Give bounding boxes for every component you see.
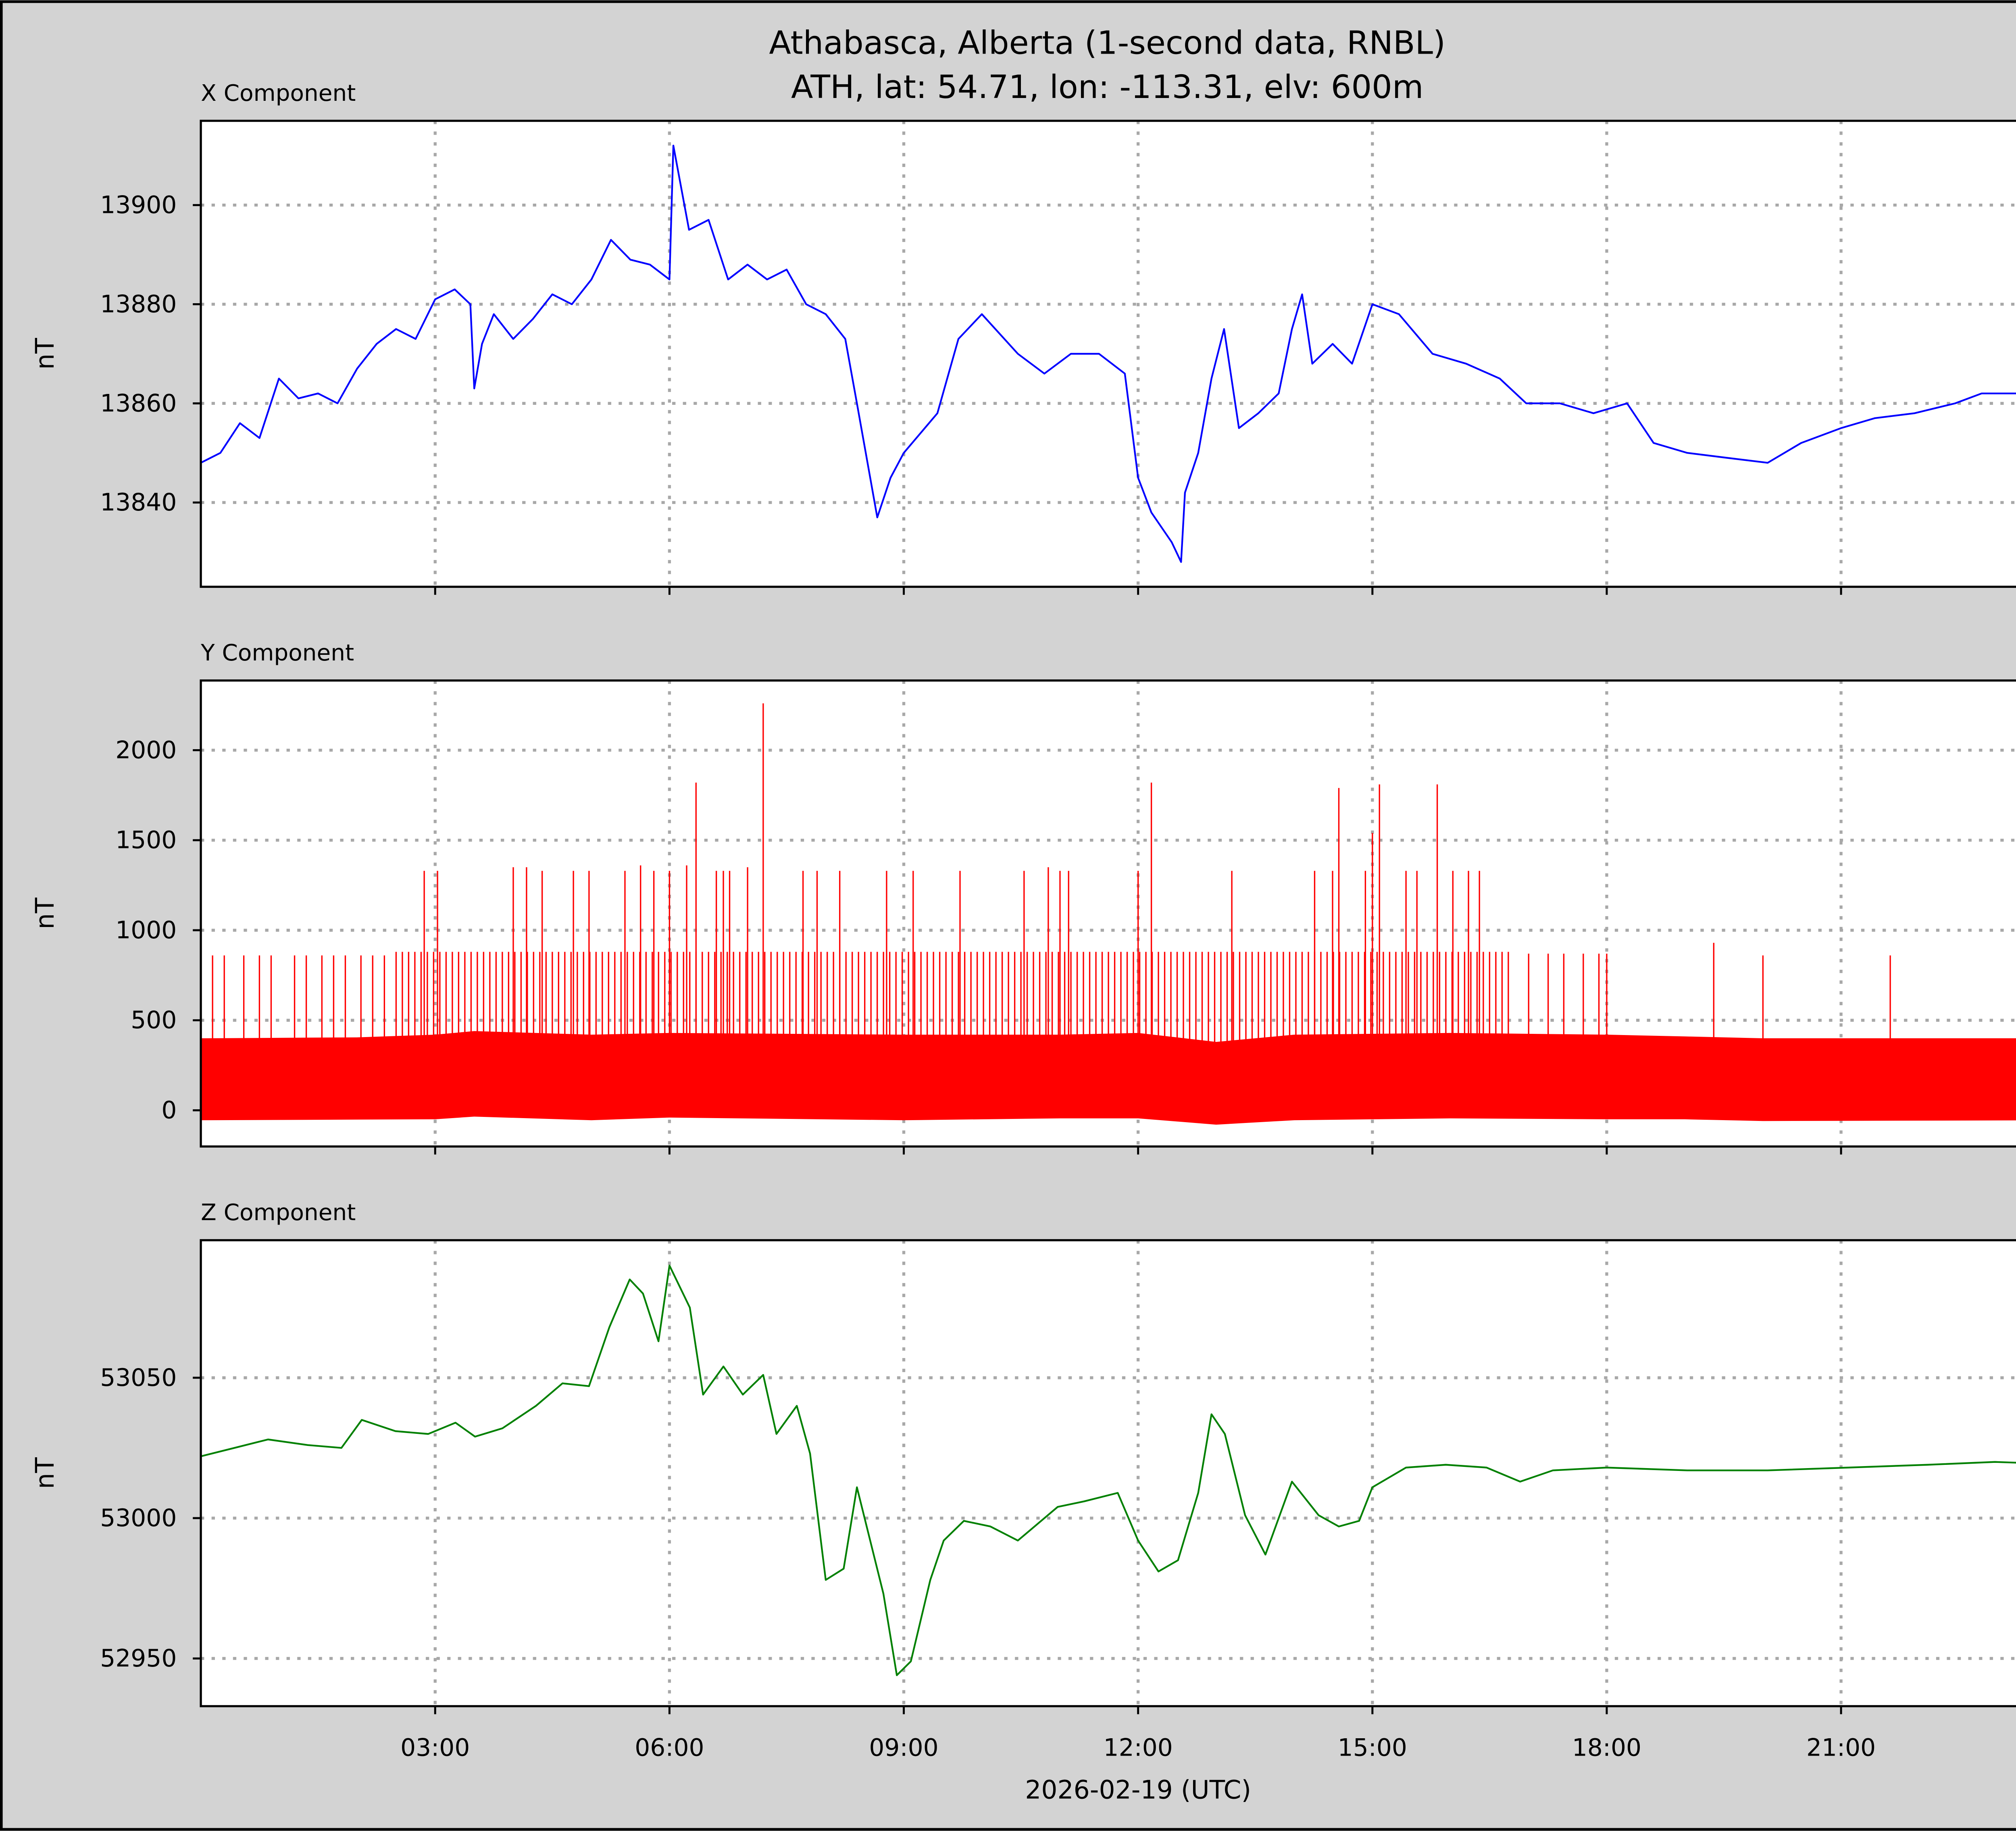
y-tick-label: 52950 bbox=[100, 1645, 177, 1673]
x-panel-label: X Component bbox=[201, 80, 356, 106]
y-tick-label: 1000 bbox=[115, 917, 177, 944]
x-component-panel: 13840 13860 13880 13900 X Component nT bbox=[30, 80, 2016, 595]
y-tick-label: 53050 bbox=[100, 1364, 177, 1392]
x-plot-area bbox=[201, 121, 2016, 587]
z-y-axis-label: nT bbox=[30, 1457, 60, 1489]
y-component-panel: 0 500 1000 1500 2000 Y Component nT bbox=[30, 640, 2016, 1155]
y-axes-frame bbox=[200, 679, 2016, 1148]
z-component-panel: 52950 53000 53050 Z Component nT bbox=[30, 1200, 2016, 1714]
y-tick-label: 2000 bbox=[115, 736, 177, 764]
x-tick-label: 06:00 bbox=[635, 1734, 704, 1762]
y-data-band bbox=[201, 1031, 2016, 1125]
x-tick-label: 21:00 bbox=[1806, 1734, 1876, 1762]
x-axes-frame bbox=[200, 119, 2016, 588]
x-series bbox=[201, 144, 2016, 563]
x-y-axis-label: nT bbox=[30, 338, 60, 370]
x-tick-label: 15:00 bbox=[1338, 1734, 1407, 1762]
figure-title: Athabasca, Alberta (1-second data, RNBL) bbox=[769, 24, 1445, 62]
x-axis-label: 2026-02-19 (UTC) bbox=[1025, 1775, 1251, 1805]
x-tick-label: 09:00 bbox=[869, 1734, 938, 1762]
z-series bbox=[201, 1264, 2016, 1676]
y-tick-label: 13860 bbox=[100, 390, 177, 417]
z-axes-frame bbox=[200, 1239, 2016, 1708]
y-tick-label: 1500 bbox=[115, 827, 177, 854]
y-tick-label: 0 bbox=[161, 1097, 177, 1125]
x-tick-label: 12:00 bbox=[1104, 1734, 1173, 1762]
z-data-line bbox=[201, 1264, 2016, 1676]
y-panel-label: Y Component bbox=[200, 640, 354, 666]
y-tick-label: 13900 bbox=[100, 192, 177, 219]
figure-subtitle: ATH, lat: 54.71, lon: -113.31, elv: 600m bbox=[791, 68, 1423, 106]
z-panel-label: Z Component bbox=[201, 1200, 356, 1226]
y-tick-label: 500 bbox=[131, 1006, 177, 1034]
y-series bbox=[201, 703, 2016, 1125]
x-tick-label: 18:00 bbox=[1572, 1734, 1641, 1762]
z-plot-area bbox=[201, 1240, 2016, 1706]
y-tick-label: 53000 bbox=[100, 1504, 177, 1532]
x-tick-label: 03:00 bbox=[400, 1734, 470, 1762]
y-tick-label: 13840 bbox=[100, 489, 177, 517]
y-y-axis-label: nT bbox=[30, 898, 60, 929]
x-data-line bbox=[201, 144, 2016, 563]
y-tick-label: 13880 bbox=[100, 290, 177, 318]
